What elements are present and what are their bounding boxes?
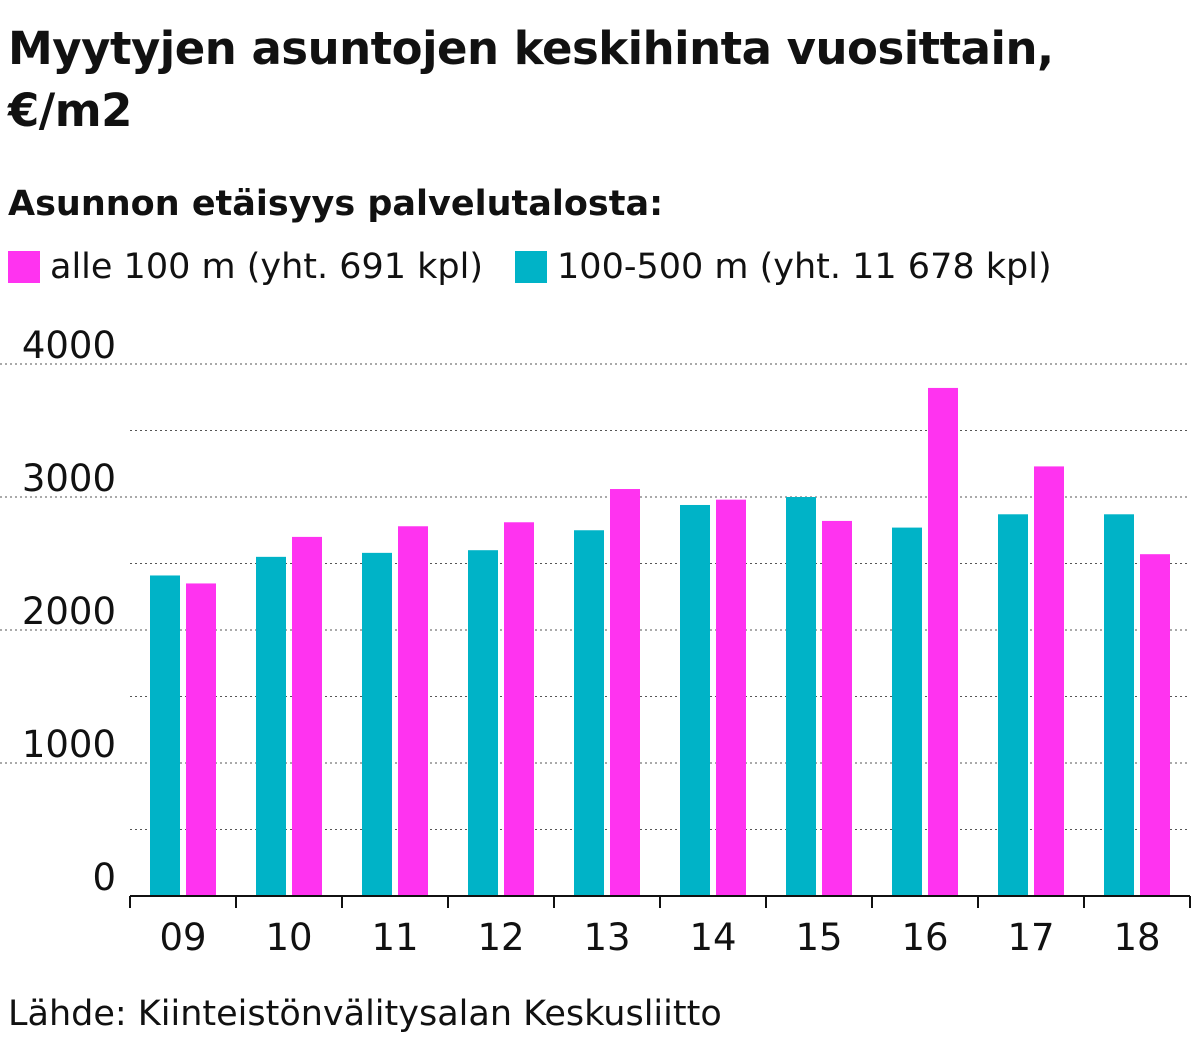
y-tick-label: 0 (92, 856, 116, 899)
legend-label-alle-100m: alle 100 m (yht. 691 kpl) (50, 247, 484, 287)
x-tick-label: 14 (689, 916, 736, 959)
bar-100-500m-10 (256, 556, 286, 896)
x-tick-label: 12 (477, 916, 524, 959)
legend-item-100-500m: 100-500 m (yht. 11 678 kpl) (515, 244, 1052, 290)
y-tick-labels: 0 1000 2000 3000 4000 (22, 330, 116, 899)
bar-100-500m-13 (574, 530, 604, 896)
source-note: Lähde: Kiinteistönvälitysalan Keskusliit… (8, 994, 722, 1034)
x-tick-label: 17 (1007, 916, 1054, 959)
chart-title: Myytyjen asuntojen keskihinta vuosittain… (8, 22, 1054, 137)
bar-alle-100m-10 (292, 536, 322, 896)
bar-alle-100m-14 (716, 499, 746, 896)
x-tick-label: 16 (901, 916, 948, 959)
bars (150, 387, 1170, 896)
x-tick-label: 09 (159, 916, 206, 959)
bar-alle-100m-17 (1034, 466, 1064, 896)
x-tick-label: 11 (371, 916, 418, 959)
y-tick-label: 4000 (22, 330, 116, 367)
y-tick-label: 2000 (22, 590, 116, 633)
bar-100-500m-17 (998, 514, 1028, 896)
x-tick-label: 13 (583, 916, 630, 959)
x-tick-label: 10 (265, 916, 312, 959)
y-tick-label: 3000 (22, 457, 116, 500)
bar-alle-100m-13 (610, 489, 640, 896)
bar-100-500m-09 (150, 575, 180, 896)
legend: alle 100 m (yht. 691 kpl) 100-500 m (yht… (8, 244, 1052, 290)
legend-label-100-500m: 100-500 m (yht. 11 678 kpl) (557, 247, 1052, 287)
bar-chart: 0 1000 2000 3000 4000 09 10 11 12 13 14 15 16 17 18 (0, 330, 1191, 959)
bar-alle-100m-11 (398, 526, 428, 896)
bar-100-500m-16 (892, 527, 922, 896)
bar-100-500m-12 (468, 550, 498, 896)
bar-100-500m-14 (680, 504, 710, 896)
chart-subtitle: Asunnon etäisyys palvelutalosta: (8, 184, 664, 224)
bar-alle-100m-18 (1140, 554, 1170, 896)
bar-100-500m-11 (362, 552, 392, 896)
legend-item-alle-100m: alle 100 m (yht. 691 kpl) (8, 244, 483, 290)
legend-swatch-pink (8, 251, 40, 283)
bar-alle-100m-16 (928, 387, 958, 896)
bar-100-500m-15 (786, 497, 816, 896)
legend-swatch-teal (515, 251, 548, 283)
x-tick-labels: 09 10 11 12 13 14 15 16 17 18 (159, 916, 1160, 959)
x-axis (129, 895, 1191, 908)
bar-100-500m-18 (1104, 514, 1134, 896)
bar-alle-100m-09 (186, 583, 216, 896)
y-tick-label: 1000 (22, 723, 116, 766)
x-tick-label: 18 (1113, 916, 1160, 959)
bar-alle-100m-12 (504, 522, 534, 896)
x-tick-label: 15 (795, 916, 842, 959)
bar-alle-100m-15 (822, 520, 852, 896)
